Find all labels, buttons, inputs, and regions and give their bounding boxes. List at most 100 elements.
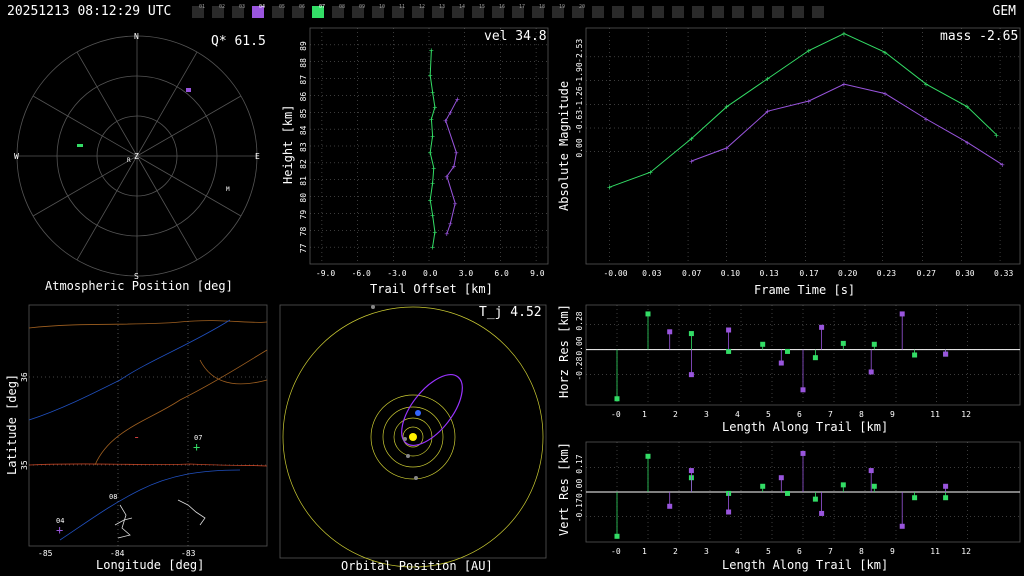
series-point: + [448,220,453,229]
orbit-panel: T_j 4.52 Orbital Position [AU] [279,304,547,573]
station-box-blank-20 [592,6,604,18]
station-box-07: 07 [312,4,325,18]
trail-panel: -9.0 -6.0 -3.0 0.0 3.0 6.0 9.0 77 78 79 80 81 82 83 84… [281,27,549,296]
station-box-blank-25 [692,6,704,18]
x-tick-label: 6.0 [494,269,509,278]
y-tick-label: 84 [299,125,308,135]
compass-spoke [136,51,198,157]
station-box-blank-26 [712,6,724,18]
station-id: 20 [579,4,586,10]
x-tick-label: 4 [735,547,740,556]
x-tick-label: 11 [930,547,940,556]
atmos-marker-m: M [226,186,230,193]
station-box-03: 03 [232,4,245,18]
series-point: + [428,71,433,80]
map-station-07-mark: + [193,440,200,454]
x-tick-label: 9 [890,410,895,419]
compass-n: N [134,32,139,41]
station-box-blank-30 [792,6,804,18]
x-tick-label: -3.0 [387,269,406,278]
x-tick-label: -0 [611,410,621,419]
series-point: + [431,164,436,173]
residual-point [760,341,766,347]
x-tick-label: 0.17 [799,269,818,278]
station-id: 01 [199,4,206,10]
lon-tick-83: -83 [181,549,196,558]
residual-point [943,483,949,489]
series-point: + [432,228,437,237]
residual-point [800,450,806,456]
trail-ylabel: Height [km] [281,105,295,184]
series-point: + [1000,161,1005,170]
station-box-blank-29 [772,6,784,18]
station-box-15: 15 [472,4,485,18]
residual-point [812,496,818,502]
series-point: + [994,131,999,140]
atmos-marker-r: R [127,157,131,164]
station-id: 10 [379,4,386,10]
station-id: 05 [279,4,286,10]
series-line-1 [691,83,1003,166]
station-id: 19 [559,4,566,10]
station-id: 14 [459,4,466,10]
timestamp: 20251213 08:12:29 UTC [7,4,172,19]
x-tick-label: 1 [642,410,647,419]
residual-point [868,468,874,474]
station-box-10: 10 [372,4,386,18]
x-tick-label: 0.33 [994,269,1013,278]
mag-ylabel: Absolute Magnitude [557,81,571,211]
compass-spoke [136,155,242,217]
station-box-blank-22 [632,6,644,18]
y-tick-label: -2.53 [575,39,584,63]
map-station-08: 08 [109,493,117,501]
series-point: + [453,199,458,208]
compass-spoke [32,155,138,217]
series-point: + [765,107,770,116]
station-id: 02 [219,4,226,10]
x-tick-label: 7 [828,547,833,556]
station-box-blank-28 [752,6,764,18]
y-tick-label: 78 [299,226,308,236]
x-tick-label: 8 [859,547,864,556]
station-box-09: 09 [352,4,365,18]
trail-xlabel: Trail Offset [km] [370,282,493,296]
residual-point [645,311,651,317]
series-point: + [454,149,459,158]
trail-stat: vel 34.8 [484,29,547,44]
station-box-20: 20 [572,4,586,18]
series-point: + [429,115,434,124]
x-tick-label: 6 [797,410,802,419]
x-tick-label: 0.10 [721,269,740,278]
y-tick-label: 0.00 [575,336,584,355]
x-tick-label: -9.0 [316,269,335,278]
residual-point [667,329,673,335]
series-point: + [924,80,929,89]
sun-icon [409,433,417,441]
vert-ylabel: Vert Res [km] [557,442,571,536]
station-box-04: 04 [252,4,265,18]
station-box-blank-24 [672,6,684,18]
mag-xlabel: Frame Time [s] [754,283,855,297]
residual-point [871,341,877,347]
x-tick-label: -0.00 [603,269,627,278]
map-meteor-mark: - [133,430,140,444]
horz-xlabel: Length Along Trail [km] [722,420,888,434]
series-point: + [924,115,929,124]
y-tick-label: 85 [299,108,308,118]
series-point: + [648,168,653,177]
map-panel: -85 -84 -83 36 35 07 + 08 04 + - Longitu… [5,304,268,572]
map-ylabel: Latitude [deg] [5,374,19,475]
compass-zenith: Z [134,152,139,161]
y-tick-label: 83 [299,142,308,152]
residual-point [760,483,766,489]
y-tick-label: -0.63 [575,110,584,134]
station-box-01: 01 [192,4,206,18]
atmos-panel: N S E W Z R M Q* 61.5 Atmospheric Positi… [14,32,266,293]
atmos-track-green [77,144,83,147]
residual-point [614,396,620,402]
magnitude-panel: -0.00 0.03 0.07 0.10 0.13 0.17 0.20 0.23 0.27 0.3… [557,27,1021,297]
shower-code: GEM [992,4,1016,19]
horz-res-panel: -0 1 2 3 4 5 6 7 8 9 11 120.280.00-0.28 Length Alon… [557,304,1021,434]
x-tick-label: 0.27 [917,269,936,278]
